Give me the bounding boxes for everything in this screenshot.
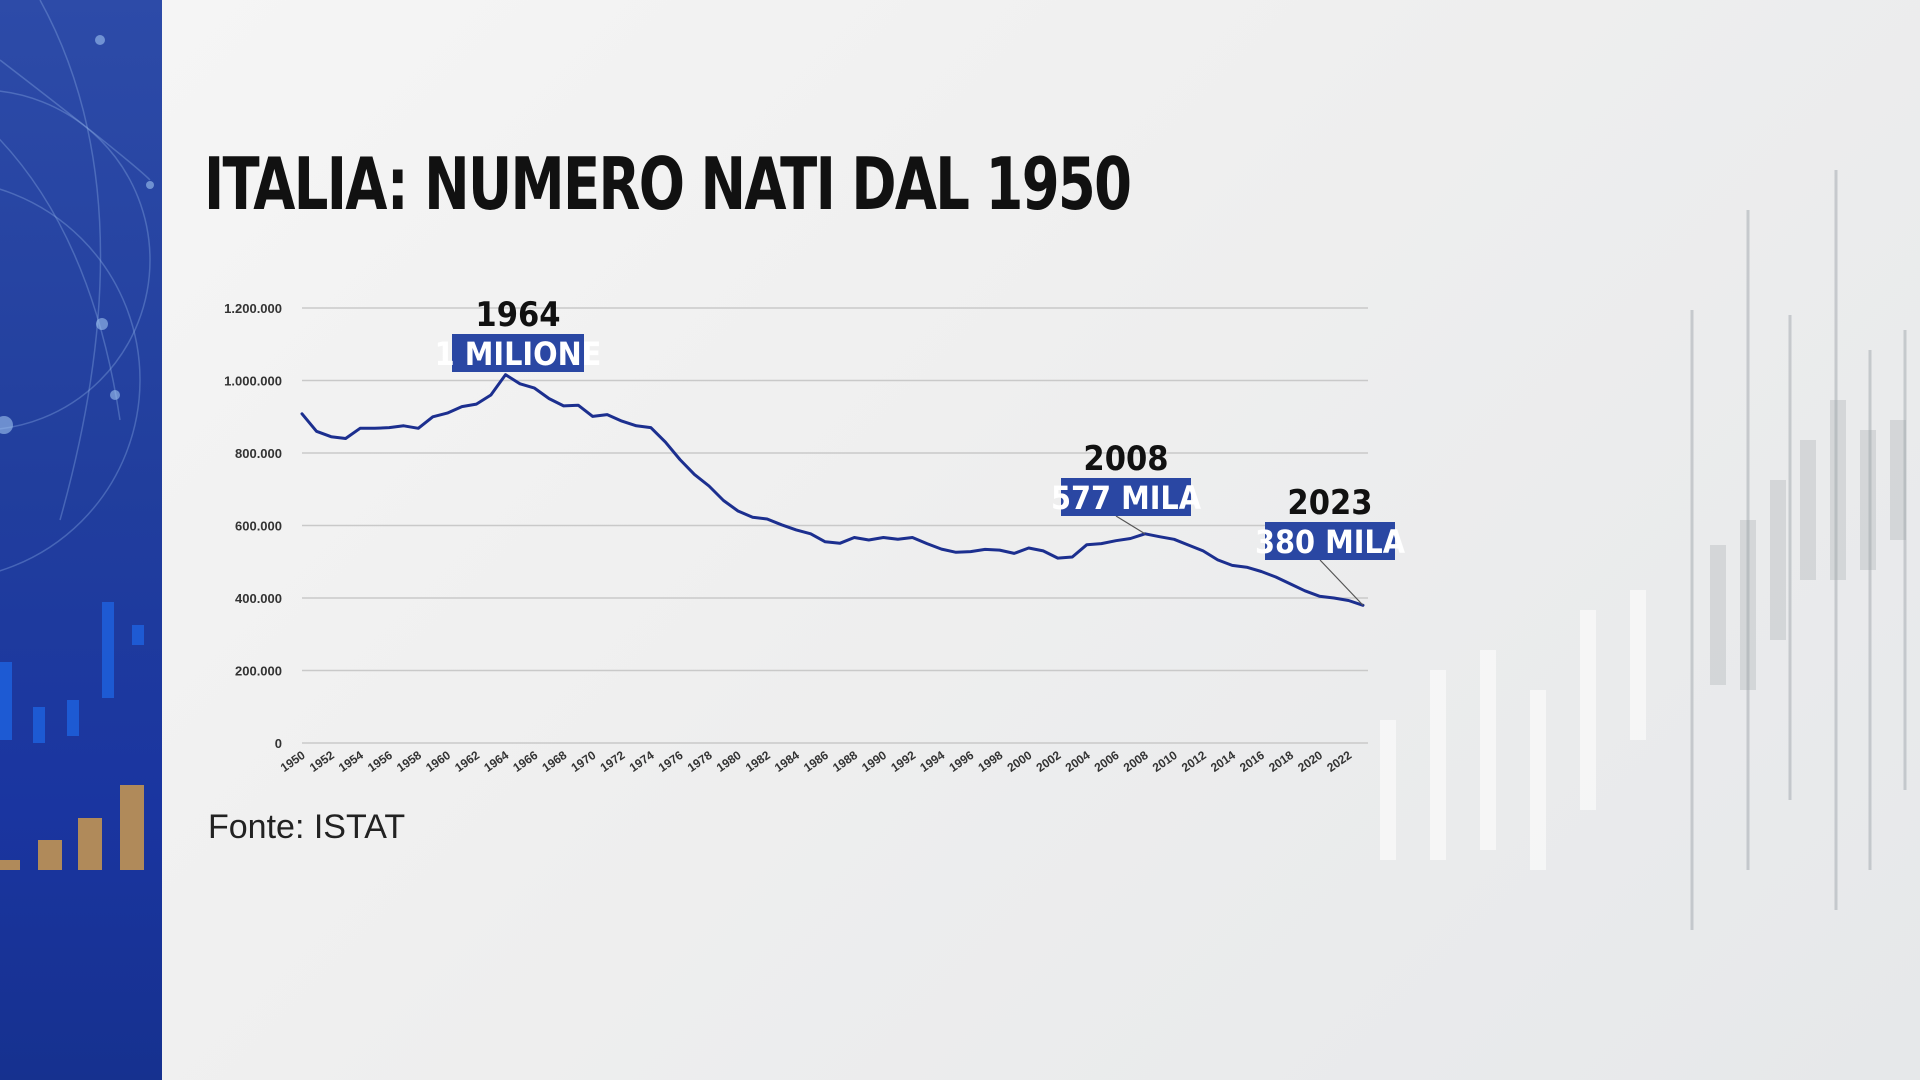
x-tick-label: 2020 (1295, 748, 1325, 775)
x-tick-label: 1956 (365, 748, 395, 775)
grid-lines (302, 307, 1368, 744)
x-tick-label: 1978 (685, 748, 715, 775)
y-tick-label: 200.000 (235, 664, 282, 679)
births-series-line (300, 373, 1365, 607)
annotation-value-box (452, 334, 584, 372)
x-tick-label: 2000 (1005, 748, 1035, 775)
annotation-leader-line (1319, 559, 1364, 606)
x-tick-label: 2010 (1150, 748, 1180, 775)
x-tick-label: 1990 (859, 748, 889, 775)
x-tick-label: 2008 (1121, 748, 1151, 775)
sidebar-decoration (0, 0, 162, 1080)
y-tick-label: 0 (275, 736, 282, 751)
x-tick-label: 2022 (1324, 748, 1354, 775)
y-tick-label: 1.200.000 (224, 301, 282, 316)
x-tick-label: 1996 (946, 748, 976, 775)
x-tick-label: 1952 (307, 748, 337, 775)
x-tick-label: 2004 (1063, 748, 1093, 775)
x-tick-label: 2018 (1266, 748, 1296, 775)
x-tick-label: 1964 (481, 748, 511, 775)
x-tick-label: 1984 (772, 748, 802, 775)
x-tick-label: 1994 (917, 748, 947, 775)
x-tick-label: 2016 (1237, 748, 1267, 775)
x-axis-ticks: 1950 1952 1954 1956 1958 1960 1962 1964 1966 1968… (278, 748, 1355, 775)
annotation-value-label: 1 MILIONE (435, 335, 602, 373)
annotation-year-label: 1964 (475, 295, 560, 335)
annotation-value-box (1061, 478, 1191, 516)
y-tick-label: 800.000 (235, 446, 282, 461)
background-candlestick-decoration (1380, 170, 1907, 930)
x-tick-label: 1976 (656, 748, 686, 775)
source-label: Fonte: ISTAT (208, 808, 406, 846)
annotation-value-label: 380 MILA (1255, 523, 1406, 561)
x-tick-label: 1958 (394, 748, 424, 775)
x-tick-label: 1974 (627, 748, 657, 775)
series-layer (300, 373, 1365, 607)
x-tick-label: 2012 (1179, 748, 1209, 775)
annotation-value-box (1265, 522, 1395, 560)
x-tick-label: 1986 (801, 748, 831, 775)
x-tick-label: 1966 (510, 748, 540, 775)
annotation-leader-line (1115, 515, 1146, 535)
sidebar-network-graphic (0, 0, 154, 870)
x-tick-label: 1954 (336, 748, 366, 775)
x-tick-label: 1992 (888, 748, 918, 775)
annotation-year-label: 2008 (1083, 439, 1168, 479)
x-tick-label: 1998 (975, 748, 1005, 775)
x-tick-label: 1980 (714, 748, 744, 775)
x-tick-label: 1962 (452, 748, 482, 775)
x-tick-label: 1982 (743, 748, 773, 775)
y-tick-label: 600.000 (235, 519, 282, 534)
y-tick-label: 1.000.000 (224, 374, 282, 389)
x-tick-label: 1968 (539, 748, 569, 775)
x-tick-label: 1970 (569, 748, 599, 775)
x-tick-label: 1972 (598, 748, 628, 775)
x-tick-label: 1950 (278, 748, 308, 775)
x-tick-label: 2002 (1034, 748, 1064, 775)
x-tick-label: 1960 (423, 748, 453, 775)
annotation-value-label: 577 MILA (1051, 479, 1202, 517)
page-title: ITALIA: NUMERO NATI DAL 1950 (204, 142, 1132, 226)
x-tick-label: 2014 (1208, 748, 1238, 775)
y-tick-label: 400.000 (235, 591, 282, 606)
annotation-year-label: 2023 (1287, 483, 1372, 523)
x-tick-label: 1988 (830, 748, 860, 775)
y-axis-ticks: 0 200.000 400.000 600.000 800.000 1.000.000 1.… (224, 301, 282, 751)
x-tick-label: 2006 (1092, 748, 1122, 775)
